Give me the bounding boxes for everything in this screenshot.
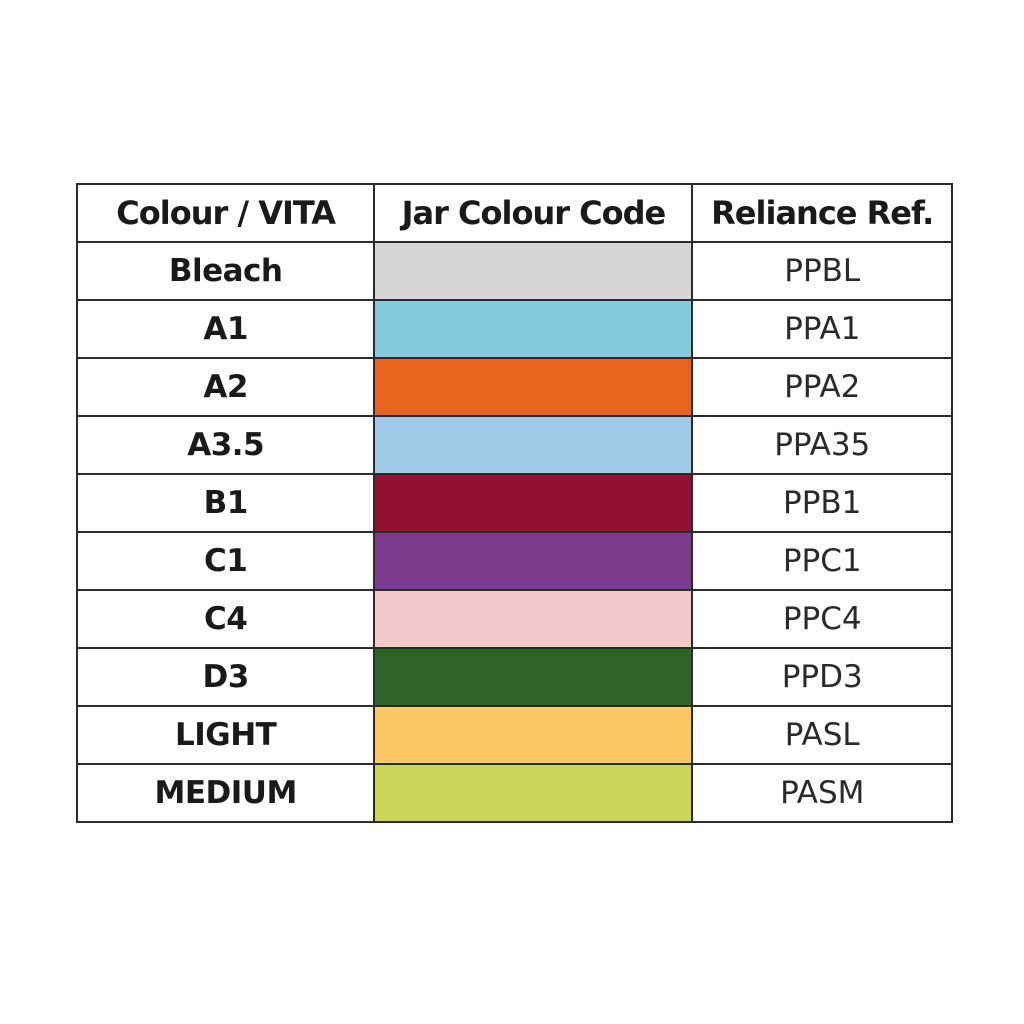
- reliance-ref-cell: PPA2: [691, 357, 953, 417]
- colour-swatch: [373, 531, 694, 591]
- shade-cell: A1: [75, 299, 376, 359]
- reliance-ref-cell: PASL: [691, 705, 953, 765]
- reliance-ref-cell: PPC1: [691, 531, 953, 591]
- shade-cell: MEDIUM: [75, 763, 376, 823]
- colour-swatch: [373, 589, 694, 649]
- shade-cell: LIGHT: [75, 705, 376, 765]
- table-row: MEDIUM PASM: [75, 763, 953, 823]
- table-row: LIGHT PASL: [75, 705, 953, 765]
- colour-swatch: [373, 299, 694, 359]
- header-colour-vita: Colour / VITA: [75, 183, 376, 243]
- reliance-ref-cell: PPD3: [691, 647, 953, 707]
- reliance-ref-cell: PPB1: [691, 473, 953, 533]
- shade-cell: A3.5: [75, 415, 376, 475]
- reliance-ref-cell: PPA35: [691, 415, 953, 475]
- colour-swatch: [373, 241, 694, 301]
- shade-cell: B1: [75, 473, 376, 533]
- table-row: D3 PPD3: [75, 647, 953, 707]
- reliance-ref-cell: PPBL: [691, 241, 953, 301]
- shade-cell: C4: [75, 589, 376, 649]
- colour-swatch: [373, 647, 694, 707]
- table-row: B1 PPB1: [75, 473, 953, 533]
- shade-cell: D3: [75, 647, 376, 707]
- reliance-ref-cell: PASM: [691, 763, 953, 823]
- table-row: Bleach PPBL: [75, 241, 953, 301]
- header-reliance-ref: Reliance Ref.: [691, 183, 953, 243]
- reliance-ref-cell: PPC4: [691, 589, 953, 649]
- colour-swatch: [373, 705, 694, 765]
- header-row: Colour / VITA Jar Colour Code Reliance R…: [75, 183, 953, 243]
- colour-swatch: [373, 357, 694, 417]
- shade-cell: C1: [75, 531, 376, 591]
- header-jar-colour-code: Jar Colour Code: [373, 183, 694, 243]
- colour-swatch: [373, 415, 694, 475]
- table-row: A2 PPA2: [75, 357, 953, 417]
- colour-swatch: [373, 473, 694, 533]
- colour-code-table: Colour / VITA Jar Colour Code Reliance R…: [75, 183, 953, 823]
- table-row: A1 PPA1: [75, 299, 953, 359]
- table-row: C1 PPC1: [75, 531, 953, 591]
- shade-cell: Bleach: [75, 241, 376, 301]
- reliance-ref-cell: PPA1: [691, 299, 953, 359]
- table-row: A3.5 PPA35: [75, 415, 953, 475]
- shade-cell: A2: [75, 357, 376, 417]
- colour-swatch: [373, 763, 694, 823]
- table-row: C4 PPC4: [75, 589, 953, 649]
